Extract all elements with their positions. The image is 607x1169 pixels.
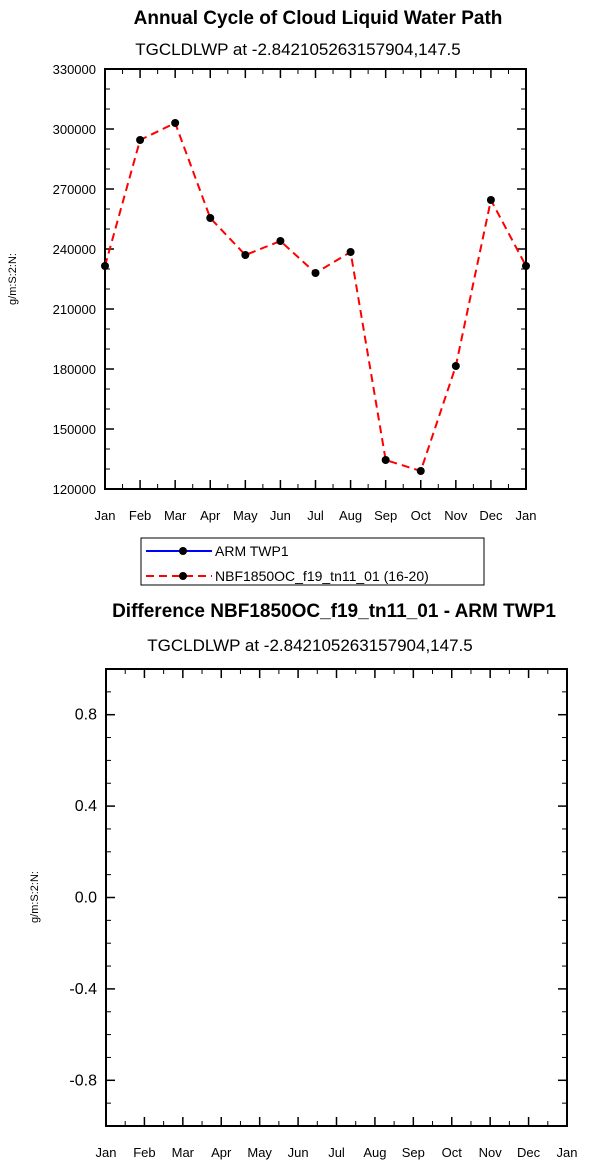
- chart2-subtitle: TGCLDLWP at -2.842105263157904,147.5: [147, 636, 472, 655]
- chart2-plot-frame: [105, 668, 568, 1127]
- chart1-title: Annual Cycle of Cloud Liquid Water Path: [134, 8, 503, 29]
- x-tick-label: May: [247, 1145, 272, 1160]
- y-tick-label: 330000: [53, 62, 96, 77]
- x-tick-label: Apr: [211, 1145, 232, 1160]
- y-tick-label: 0.0: [75, 890, 97, 907]
- x-tick-label: Dec: [517, 1145, 541, 1160]
- data-point: [171, 119, 180, 127]
- data-point: [486, 196, 495, 204]
- x-tick-label: Jan: [557, 1145, 578, 1160]
- x-tick-label: Feb: [129, 508, 151, 523]
- y-tick-label: 0.8: [75, 707, 97, 724]
- x-tick-label: Jun: [288, 1145, 309, 1160]
- x-tick-label: Jan: [96, 1145, 117, 1160]
- chart2-title: Difference NBF1850OC_f19_tn11_01 - ARM T…: [112, 601, 556, 622]
- x-tick-label: Sep: [374, 508, 397, 523]
- data-point: [311, 269, 320, 277]
- data-point: [346, 248, 355, 256]
- data-point: [416, 467, 425, 475]
- series-line-1: [104, 121, 527, 473]
- x-tick-label: Jan: [95, 508, 116, 523]
- legend-box: [140, 537, 485, 586]
- legend-label-arm: ARM TWP1: [215, 543, 289, 559]
- data-point: [451, 362, 460, 370]
- x-tick-label: Nov: [444, 508, 468, 523]
- x-tick-label: Nov: [479, 1145, 503, 1160]
- chart1-subtitle: TGCLDLWP at -2.842105263157904,147.5: [135, 40, 460, 59]
- data-point: [136, 136, 145, 144]
- x-tick-label: Oct: [442, 1145, 463, 1160]
- data-point: [206, 214, 215, 222]
- y-tick-label: -0.8: [69, 1072, 97, 1089]
- x-tick-label: Mar: [172, 1145, 195, 1160]
- x-tick-label: Jan: [516, 508, 537, 523]
- y-tick-label: 210000: [53, 302, 96, 317]
- chart1-ylabel: g/m:S:2:N:: [7, 253, 19, 305]
- x-tick-label: Jun: [270, 508, 291, 523]
- x-tick-label: Feb: [133, 1145, 155, 1160]
- x-tick-label: Jul: [307, 508, 324, 523]
- y-tick-label: 300000: [53, 122, 96, 137]
- chart1-plot-frame: [104, 68, 527, 490]
- y-tick-label: -0.4: [69, 981, 97, 998]
- y-tick-label: 180000: [53, 362, 96, 377]
- data-point: [241, 251, 250, 259]
- x-tick-label: Aug: [363, 1145, 386, 1160]
- x-tick-label: Sep: [402, 1145, 425, 1160]
- legend-marker-arm: [179, 547, 187, 555]
- legend-marker-model: [179, 572, 187, 580]
- x-tick-label: May: [233, 508, 258, 523]
- data-point: [522, 262, 530, 270]
- x-tick-label: Apr: [200, 508, 221, 523]
- legend-label-model: NBF1850OC_f19_tn11_01 (16-20): [215, 568, 429, 584]
- data-point: [381, 456, 390, 464]
- x-tick-label: Dec: [479, 508, 503, 523]
- y-tick-label: 270000: [53, 182, 96, 197]
- x-tick-label: Jul: [328, 1145, 345, 1160]
- x-tick-label: Aug: [339, 508, 362, 523]
- x-tick-label: Mar: [164, 508, 187, 523]
- y-tick-label: 240000: [53, 242, 96, 257]
- data-point: [276, 237, 285, 245]
- y-tick-label: 0.4: [75, 798, 97, 815]
- y-tick-label: 150000: [53, 422, 96, 437]
- data-point: [101, 262, 109, 270]
- chart2-ylabel: g/m:S:2:N:: [29, 871, 41, 923]
- y-tick-label: 120000: [53, 482, 96, 497]
- x-tick-label: Oct: [411, 508, 432, 523]
